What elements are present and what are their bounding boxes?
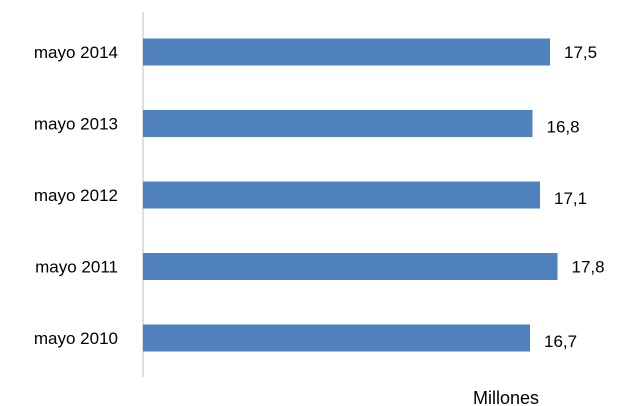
category-label: mayo 2011 — [35, 258, 118, 277]
bars — [143, 38, 558, 352]
bar — [143, 253, 558, 280]
category-labels: mayo 2014 mayo 2013 mayo 2012 mayo 2011 mayo… — [34, 43, 118, 348]
bar — [143, 38, 550, 66]
bar — [143, 324, 530, 352]
x-axis-label: Millones — [473, 388, 539, 406]
bar — [143, 181, 540, 209]
data-label: 16,7 — [544, 332, 577, 351]
category-label: mayo 2012 — [34, 186, 118, 205]
category-label: mayo 2010 — [34, 329, 118, 348]
value-labels: 17,5 16,8 17,1 17,8 16,7 — [544, 43, 605, 351]
category-label: mayo 2014 — [34, 43, 118, 62]
category-label: mayo 2013 — [34, 115, 118, 134]
data-label: 17,1 — [554, 189, 587, 208]
bar — [143, 110, 533, 137]
data-label: 17,5 — [564, 43, 597, 62]
data-label: 16,8 — [547, 118, 580, 137]
data-label: 17,8 — [572, 258, 605, 277]
